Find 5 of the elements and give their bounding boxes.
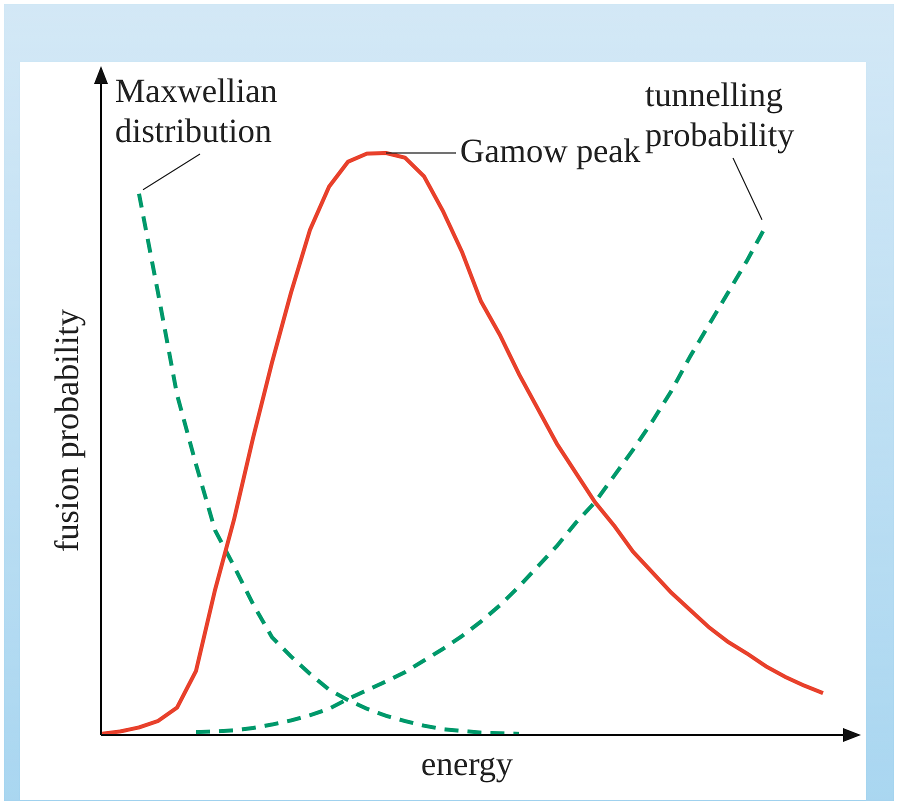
annotation: tunnelling probability	[645, 77, 794, 154]
x-axis-title: energy	[421, 746, 513, 783]
text: Maxwellian distribution	[115, 73, 278, 150]
annotation: Gamow peak	[460, 133, 640, 170]
y-axis-title: fusion probability	[49, 309, 86, 552]
